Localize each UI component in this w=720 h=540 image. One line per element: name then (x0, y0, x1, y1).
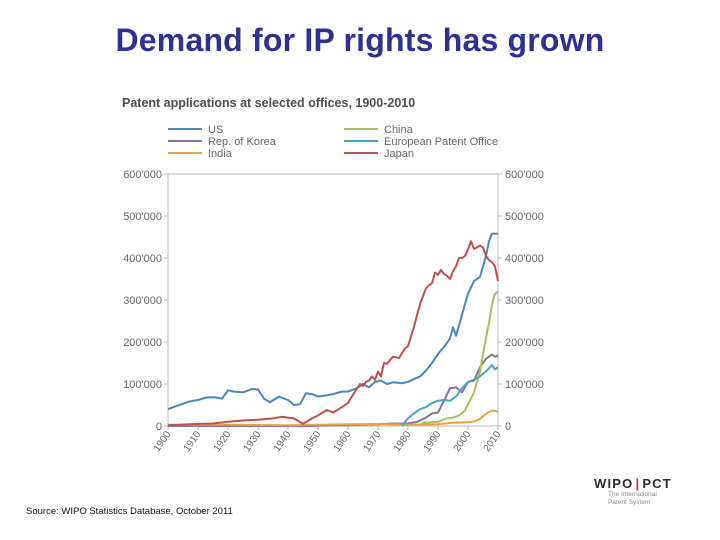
y-tick-label-left: 100'000 (123, 379, 162, 391)
chart-title: Patent applications at selected offices,… (122, 96, 416, 110)
x-tick-label: 1950 (302, 429, 324, 454)
y-tick-label-left: 600'000 (123, 169, 162, 181)
series-line-rep-of-korea (168, 353, 499, 427)
y-tick-label-right: 200'000 (505, 337, 544, 349)
series-line-japan (167, 240, 499, 427)
legend-label: European Patent Office (384, 136, 498, 148)
legend-label: China (384, 124, 414, 136)
y-tick-label-right: 600'000 (505, 169, 544, 181)
series-line-china (419, 290, 499, 427)
y-tick-label-left: 500'000 (123, 211, 162, 223)
y-tick-label-left: 200'000 (123, 337, 162, 349)
y-tick-label-right: 300'000 (505, 295, 544, 307)
slide-title: Demand for IP rights has grown (115, 22, 605, 58)
x-tick-label: 1930 (242, 429, 264, 454)
series-line-us (167, 232, 498, 411)
y-tick-label-left: 400'000 (123, 253, 162, 265)
logo-wipo-text: WIPO (594, 476, 634, 491)
x-tick-label: 1940 (272, 429, 294, 454)
x-tick-label: 1920 (212, 429, 234, 454)
y-tick-label-right: 500'000 (505, 211, 544, 223)
x-tick-label: 1960 (332, 429, 354, 454)
wipo-pct-logo: WIPO | PCT The International Patent System (594, 476, 672, 506)
logo-subtitle: The International Patent System (608, 491, 657, 506)
x-tick-label: 1980 (392, 429, 414, 454)
x-tick-label: 1910 (182, 429, 204, 454)
legend-label: Japan (384, 148, 414, 160)
series-line-european-patent-office (401, 364, 499, 427)
y-tick-label-right: 400'000 (505, 253, 544, 265)
y-tick-label-left: 300'000 (123, 295, 162, 307)
legend-label: US (208, 124, 223, 136)
logo-pct-text: PCT (642, 476, 672, 491)
y-tick-label-left: 0 (156, 421, 162, 433)
x-tick-label: 1970 (362, 429, 384, 454)
plot-frame (167, 173, 499, 427)
legend-label: Rep. of Korea (208, 136, 277, 148)
y-tick-label-right: 0 (505, 421, 511, 433)
x-tick-label: 2010 (482, 429, 504, 454)
x-tick-label: 1990 (422, 429, 444, 454)
legend-label: India (208, 148, 233, 160)
series-line-india (168, 409, 499, 427)
y-tick-label-right: 100'000 (505, 379, 544, 391)
x-tick-label: 2000 (452, 429, 474, 454)
source-note: Source: WIPO Statistics Database, Octobe… (26, 506, 233, 517)
